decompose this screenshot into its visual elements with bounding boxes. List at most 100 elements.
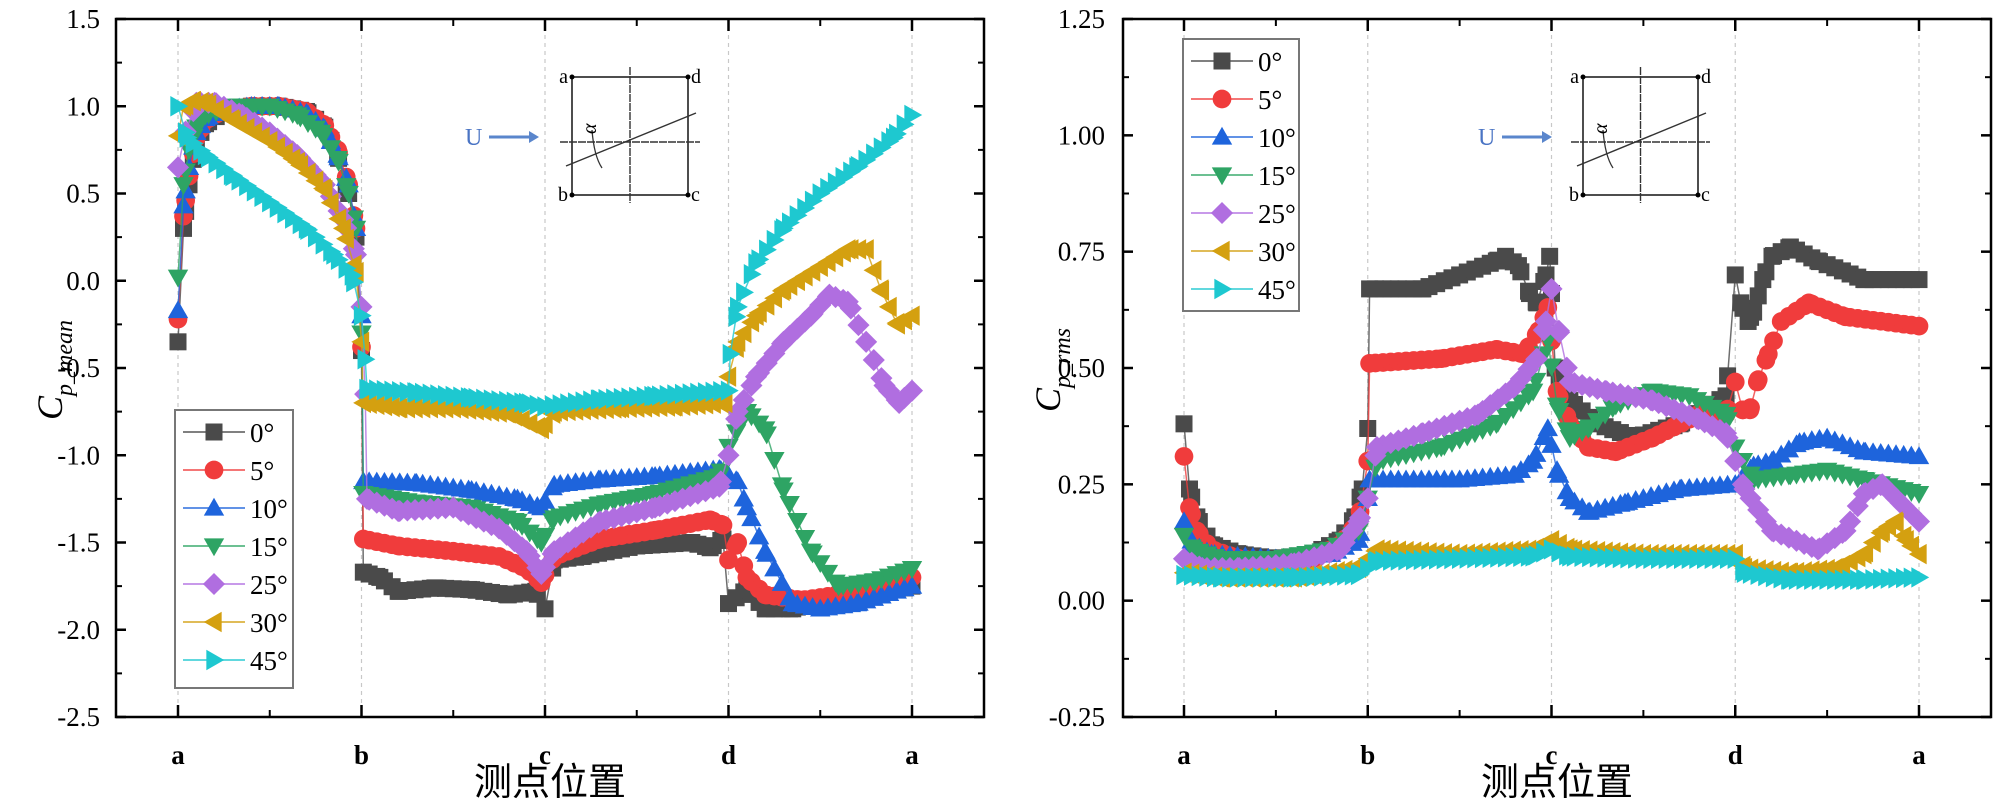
data-point bbox=[183, 90, 201, 112]
data-point bbox=[1503, 375, 1526, 398]
x-tick-label: a bbox=[905, 740, 919, 770]
data-point bbox=[713, 515, 733, 535]
x-tick-label: d bbox=[1728, 740, 1743, 770]
x-axis-label: 测点位置 bbox=[1481, 760, 1633, 804]
legend-label: 0° bbox=[1258, 47, 1282, 77]
data-point bbox=[1356, 487, 1379, 510]
data-point bbox=[764, 451, 785, 470]
y-tick-label: 1.5 bbox=[66, 4, 100, 34]
legend-marker bbox=[202, 572, 226, 596]
legend-label: 45° bbox=[250, 646, 288, 676]
legend-marker bbox=[203, 538, 225, 557]
legend-marker bbox=[1211, 240, 1230, 262]
data-point bbox=[773, 482, 794, 501]
data-point bbox=[771, 573, 793, 591]
data-point bbox=[714, 392, 733, 414]
data-point bbox=[779, 496, 800, 514]
legend-label: 5° bbox=[250, 456, 274, 486]
data-point bbox=[534, 490, 556, 509]
data-point bbox=[763, 342, 786, 365]
data-point bbox=[1541, 247, 1559, 265]
data-point bbox=[1173, 527, 1195, 546]
data-point bbox=[170, 96, 189, 117]
data-point bbox=[855, 239, 874, 260]
data-point bbox=[901, 305, 920, 326]
data-point bbox=[727, 471, 748, 490]
data-point bbox=[1724, 450, 1747, 473]
data-point bbox=[166, 156, 190, 179]
inset-corner-dot bbox=[1580, 192, 1586, 198]
data-point bbox=[1540, 277, 1563, 300]
legend-marker bbox=[203, 497, 225, 516]
series-45deg bbox=[1176, 539, 1930, 590]
data-point bbox=[1173, 511, 1195, 530]
data-point bbox=[801, 302, 824, 325]
x-tick-label: b bbox=[1360, 740, 1375, 770]
legend: 0° 5° 10° 15° 25° 30° 45° bbox=[1182, 38, 1300, 312]
data-point bbox=[366, 394, 385, 416]
data-point bbox=[863, 260, 882, 281]
legend-label: 45° bbox=[1258, 275, 1296, 305]
y-tick-label: 1.25 bbox=[1058, 4, 1105, 34]
inset-label-c: c bbox=[1701, 184, 1710, 206]
inset-angle-arc bbox=[1602, 129, 1614, 169]
data-point bbox=[1525, 347, 1548, 370]
data-point bbox=[1748, 370, 1768, 389]
legend-item: 0° bbox=[183, 418, 274, 448]
data-point bbox=[320, 140, 342, 159]
inset-corner-dot bbox=[569, 74, 575, 80]
legend-item: 45° bbox=[183, 646, 288, 676]
inset-label-d: d bbox=[691, 66, 701, 88]
data-point bbox=[1541, 358, 1562, 377]
data-point bbox=[756, 426, 777, 445]
y-tick-label: 0.5 bbox=[66, 179, 100, 209]
series-45deg bbox=[170, 96, 923, 417]
data-point bbox=[1908, 446, 1930, 465]
data-point bbox=[1855, 542, 1874, 563]
y-tick-label: 1.0 bbox=[66, 91, 100, 121]
data-point bbox=[847, 314, 870, 337]
data-point bbox=[327, 199, 350, 222]
data-point bbox=[1525, 444, 1547, 462]
legend-item: 5° bbox=[183, 456, 274, 486]
data-point bbox=[1862, 532, 1881, 553]
data-point bbox=[353, 305, 372, 326]
data-point bbox=[766, 229, 785, 251]
legend-item: 25° bbox=[183, 570, 288, 600]
inset-corner-dot bbox=[569, 192, 575, 198]
data-point bbox=[756, 543, 777, 562]
data-point bbox=[862, 348, 885, 372]
legend-label: 25° bbox=[250, 570, 288, 600]
legend-box bbox=[174, 409, 294, 689]
inset-corner-dot bbox=[685, 74, 691, 80]
y-tick-label: 1.00 bbox=[1058, 120, 1105, 150]
data-point bbox=[1175, 415, 1193, 433]
legend-marker bbox=[1211, 167, 1233, 186]
data-point bbox=[338, 185, 359, 204]
data-point bbox=[1522, 383, 1544, 402]
y-tick-label: -2.5 bbox=[57, 702, 100, 732]
flow-arrow-head-icon bbox=[1542, 131, 1552, 143]
data-point bbox=[1333, 531, 1356, 554]
data-point bbox=[1741, 398, 1760, 417]
data-point bbox=[855, 330, 878, 353]
inset-rotated-axis bbox=[1576, 112, 1707, 167]
legend-label: 25° bbox=[1258, 199, 1296, 229]
data-point bbox=[1725, 372, 1745, 392]
legend-label: 15° bbox=[1258, 161, 1296, 191]
data-point bbox=[717, 444, 740, 467]
inset-angle-label: α bbox=[579, 123, 601, 134]
data-point bbox=[736, 282, 754, 303]
legend-label: 30° bbox=[1258, 237, 1296, 267]
inset-label-d: d bbox=[1701, 66, 1711, 88]
data-point bbox=[1548, 321, 1571, 344]
data-point bbox=[1512, 263, 1530, 281]
data-point bbox=[1757, 263, 1775, 281]
data-point bbox=[173, 195, 194, 214]
data-point bbox=[1727, 548, 1746, 569]
x-tick-label: a bbox=[1177, 740, 1191, 770]
legend-item: 10° bbox=[1191, 123, 1296, 153]
data-point bbox=[839, 297, 862, 320]
data-point bbox=[1726, 266, 1744, 284]
legend-marker bbox=[204, 460, 224, 480]
